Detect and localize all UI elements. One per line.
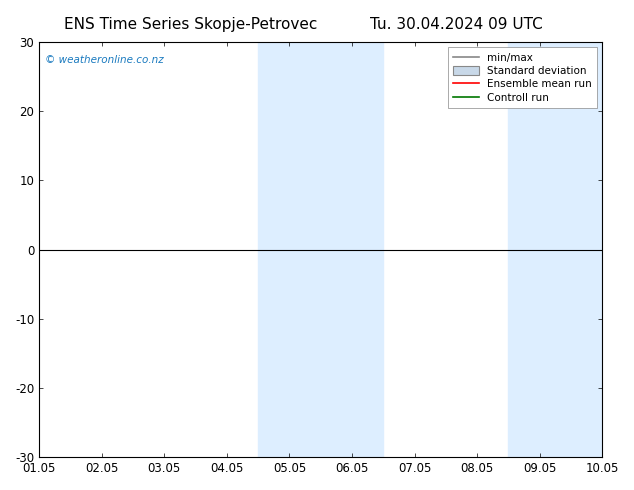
Text: © weatheronline.co.nz: © weatheronline.co.nz <box>45 54 164 65</box>
Text: Tu. 30.04.2024 09 UTC: Tu. 30.04.2024 09 UTC <box>370 17 543 32</box>
Text: ENS Time Series Skopje-Petrovec: ENS Time Series Skopje-Petrovec <box>63 17 317 32</box>
Bar <box>258 42 384 457</box>
Legend: min/max, Standard deviation, Ensemble mean run, Controll run: min/max, Standard deviation, Ensemble me… <box>448 47 597 108</box>
Bar <box>508 42 633 457</box>
